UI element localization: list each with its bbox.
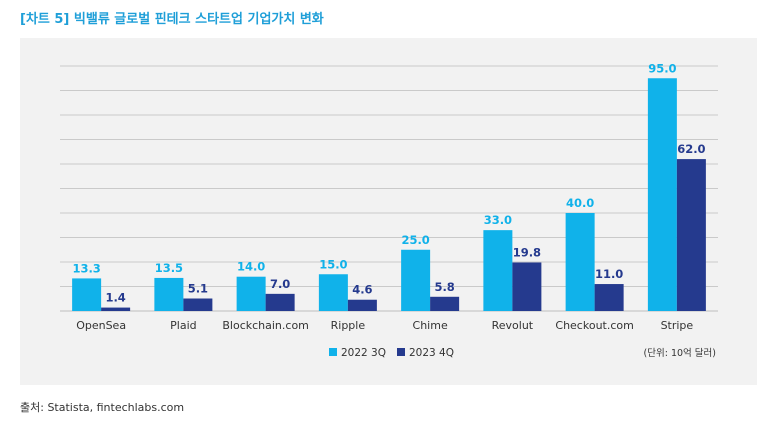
bar-2022-3q: [647, 78, 677, 311]
x-tick-label: Blockchain.com: [222, 319, 309, 332]
legend-swatch-2022-3q: [329, 348, 337, 356]
data-label-2023-4q: 62.0: [677, 142, 705, 156]
bar-2022-3q: [236, 276, 266, 311]
data-label-2022-3q: 14.0: [237, 260, 265, 274]
data-label-2022-3q: 15.0: [319, 257, 347, 271]
x-tick-label: Stripe: [661, 319, 694, 332]
data-label-2023-4q: 11.0: [595, 267, 623, 281]
data-label-2023-4q: 5.1: [188, 282, 208, 296]
legend-swatch-2023-4q: [397, 348, 405, 356]
data-label-2022-3q: 95.0: [648, 61, 676, 75]
x-tick-label: OpenSea: [76, 319, 126, 332]
bar-2023-4q: [512, 262, 542, 311]
data-label-2023-4q: 1.4: [105, 291, 125, 305]
bar-2022-3q: [401, 249, 431, 311]
data-label-2023-4q: 19.8: [513, 245, 541, 259]
chart-title: [차트 5] 빅밸류 글로벌 핀테크 스타트업 기업가치 변화: [20, 12, 324, 27]
data-label-2023-4q: 5.8: [434, 280, 454, 294]
x-tick-label: Ripple: [331, 319, 366, 332]
bar-2022-3q: [318, 274, 348, 311]
data-label-2022-3q: 40.0: [566, 196, 594, 210]
bar-2023-4q: [430, 296, 460, 311]
chart-panel: [20, 38, 757, 385]
x-tick-label: Revolut: [492, 319, 534, 332]
legend-label-2022-3q: 2022 3Q: [341, 347, 386, 359]
bar-2023-4q: [347, 299, 377, 311]
data-label-2022-3q: 33.0: [484, 213, 512, 227]
data-label-2022-3q: 25.0: [401, 233, 429, 247]
data-label-2022-3q: 13.5: [155, 261, 183, 275]
bar-2023-4q: [594, 284, 624, 311]
bar-2022-3q: [72, 278, 102, 311]
x-tick-label: Chime: [413, 319, 448, 332]
data-label-2023-4q: 7.0: [270, 277, 290, 291]
bar-2023-4q: [676, 159, 706, 311]
bar-2023-4q: [183, 298, 213, 311]
bar-2023-4q: [101, 307, 131, 311]
unit-note: (단위: 10억 달러): [644, 347, 716, 359]
bar-2023-4q: [265, 293, 295, 311]
data-label-2022-3q: 13.3: [72, 261, 100, 275]
source-note: 출처: Statista, fintechlabs.com: [20, 401, 185, 414]
legend-label-2023-4q: 2023 4Q: [409, 347, 454, 359]
x-tick-label: Checkout.com: [555, 319, 633, 332]
bar-2022-3q: [483, 230, 513, 311]
bar-2022-3q: [154, 277, 184, 311]
bar-2022-3q: [565, 213, 595, 311]
data-label-2023-4q: 4.6: [352, 283, 372, 297]
x-tick-label: Plaid: [170, 319, 196, 332]
